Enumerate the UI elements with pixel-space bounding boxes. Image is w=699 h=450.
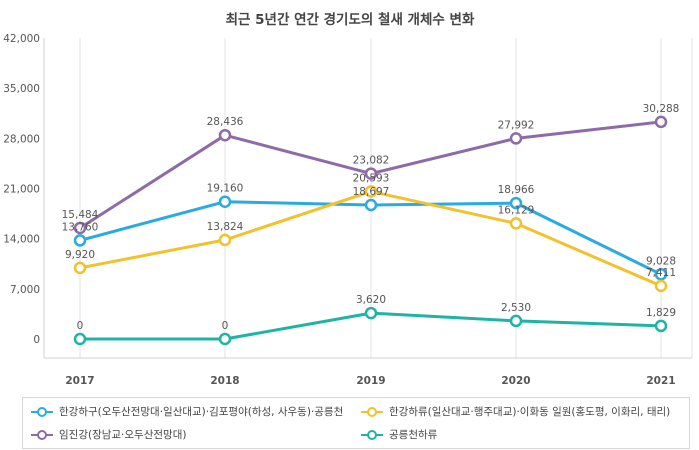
y-tick-label: 42,000	[3, 33, 40, 45]
data-point[interactable]	[218, 233, 232, 247]
legend-marker-series-1	[31, 406, 53, 417]
chart-title: 최근 5년간 연간 경기도의 철새 개체수 변화	[226, 11, 475, 28]
legend-item-series-2[interactable]: 한강하류(일산대교·행주대교)·이화동 일원(홍도평, 이화리, 태리)	[361, 404, 670, 419]
series-layer	[73, 115, 668, 346]
data-point[interactable]	[654, 115, 668, 129]
data-point[interactable]	[73, 234, 87, 247]
data-point[interactable]	[509, 132, 523, 145]
data-label: 15,484	[62, 209, 99, 221]
data-label: 13,760	[62, 221, 99, 233]
data-label: 1,829	[646, 307, 676, 319]
data-point[interactable]	[218, 332, 232, 346]
data-label: 18,966	[498, 184, 535, 196]
legend-label-series-2: 한강하류(일산대교·행주대교)·이화동 일원(홍도평, 이화리, 태리)	[389, 406, 671, 418]
data-label: 9,920	[65, 249, 95, 261]
data-point[interactable]	[509, 217, 523, 230]
data-label: 13,824	[207, 221, 244, 233]
data-label: 23,082	[353, 155, 390, 167]
legend-marker-series-3	[31, 429, 53, 440]
data-point[interactable]	[73, 221, 87, 235]
data-point[interactable]	[509, 314, 523, 328]
legend-item-series-1[interactable]: 한강하구(오두산전망대·일산대교)·김포평야(하성, 사우동)·공릉천	[31, 404, 343, 419]
legend-item-series-4[interactable]: 공릉천하류	[361, 427, 437, 442]
axis-layer: 0 7,000 14,000 21,000 28,000 35,000 42,000 2017…	[3, 33, 675, 387]
data-label: 16,129	[498, 204, 535, 216]
legend-marker-series-4	[361, 429, 383, 440]
y-tick-label: 21,000	[3, 184, 40, 196]
data-point[interactable]	[73, 332, 87, 346]
legend-label-series-1: 한강하구(오두산전망대·일산대교)·김포평야(하성, 사우동)·공릉천	[59, 406, 344, 418]
data-label: 27,992	[498, 119, 535, 131]
data-label: 19,160	[207, 183, 244, 195]
data-point[interactable]	[654, 319, 668, 333]
grid-layer	[43, 38, 693, 359]
data-point[interactable]	[364, 185, 378, 198]
data-point[interactable]	[73, 261, 87, 275]
y-tick-label: 0	[33, 334, 40, 346]
x-tick-label: 2021	[646, 375, 675, 387]
data-point[interactable]	[364, 198, 378, 212]
data-point[interactable]	[218, 128, 232, 142]
x-tick-label: 2020	[501, 375, 530, 387]
legend-label-series-4: 공릉천하류	[389, 429, 438, 441]
data-point[interactable]	[218, 195, 232, 208]
data-label: 0	[222, 320, 229, 332]
data-point[interactable]	[364, 167, 378, 180]
data-label: 28,436	[207, 116, 244, 128]
data-label-layer: 13,760 19,160 18,697 18,966 9,028 9,920 13,824…	[62, 103, 680, 332]
data-label: 9,028	[646, 255, 676, 267]
data-point[interactable]	[364, 306, 378, 320]
x-tick-label: 2017	[65, 375, 94, 387]
data-point[interactable]	[654, 268, 668, 281]
data-label: 2,530	[501, 302, 531, 314]
legend: 한강하구(오두산전망대·일산대교)·김포평야(하성, 사우동)·공릉천 한강하류…	[22, 397, 690, 449]
y-tick-label: 35,000	[3, 83, 40, 95]
data-label: 30,288	[643, 103, 680, 115]
data-label: 0	[77, 320, 84, 332]
data-point[interactable]	[509, 196, 523, 210]
x-tick-label: 2018	[210, 375, 239, 387]
legend-label-series-3: 임진강(장남교·오두산전망대)	[59, 429, 187, 441]
line-chart: 최근 5년간 연간 경기도의 철새 개체수 변화 0 7,000 14,000 21,…	[3, 11, 693, 387]
data-point[interactable]	[654, 279, 668, 293]
data-label: 18,697	[353, 186, 390, 198]
y-tick-label: 7,000	[10, 284, 40, 296]
y-tick-label: 28,000	[3, 133, 40, 145]
legend-item-series-3[interactable]: 임진강(장남교·오두산전망대)	[31, 427, 186, 442]
legend-marker-series-2	[361, 406, 383, 417]
data-label: 7,411	[646, 267, 676, 279]
x-tick-label: 2019	[356, 375, 385, 387]
data-label: 20,593	[353, 172, 390, 184]
y-tick-label: 14,000	[3, 234, 40, 246]
data-label: 3,620	[356, 294, 386, 306]
